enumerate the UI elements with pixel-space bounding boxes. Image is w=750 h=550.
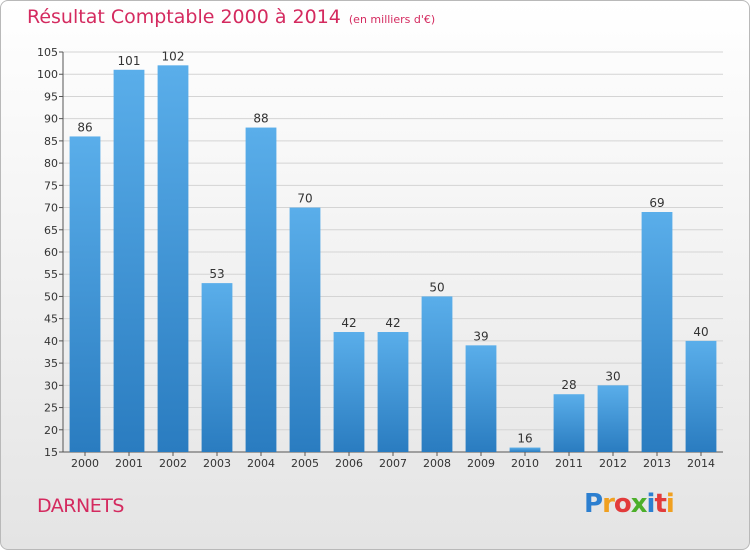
data-label: 16 (517, 432, 532, 446)
x-tick-label: 2010 (511, 457, 539, 470)
bar (597, 385, 629, 452)
y-tick-label: 60 (44, 246, 58, 259)
bar (289, 207, 321, 452)
data-label: 42 (341, 316, 356, 330)
y-tick-label: 30 (44, 379, 58, 392)
bar (641, 212, 673, 452)
data-label: 42 (385, 316, 400, 330)
bar (333, 332, 365, 452)
data-label: 70 (297, 192, 312, 206)
logo-letter: o (613, 489, 632, 519)
y-tick-label: 105 (37, 46, 58, 59)
y-tick-label: 65 (44, 224, 58, 237)
logo-letter: t (654, 489, 666, 519)
bar (553, 394, 585, 452)
x-tick-label: 2013 (643, 457, 671, 470)
data-label: 101 (118, 54, 141, 68)
logo-letter: P (584, 489, 603, 519)
x-tick-label: 2001 (115, 457, 143, 470)
data-label: 102 (162, 49, 185, 63)
bar (421, 296, 453, 452)
y-tick-label: 90 (44, 113, 58, 126)
chart-title: Résultat Comptable 2000 à 2014 (en millie… (27, 6, 435, 28)
bar (69, 136, 101, 452)
x-tick-label: 2014 (687, 457, 715, 470)
logo-letter: x (630, 489, 648, 519)
bar (465, 345, 497, 452)
y-tick-label: 45 (44, 313, 58, 326)
y-tick-label: 85 (44, 135, 58, 148)
chart-title-text: Résultat Comptable 2000 à 2014 (27, 6, 341, 28)
y-tick-label: 40 (44, 335, 58, 348)
y-tick-label: 55 (44, 268, 58, 281)
bar (685, 340, 717, 452)
bar (245, 127, 277, 453)
x-tick-label: 2002 (159, 457, 187, 470)
y-tick-label: 35 (44, 357, 58, 370)
x-tick-label: 2011 (555, 457, 583, 470)
data-label: 39 (473, 329, 488, 343)
logo-letter: i (646, 489, 656, 519)
data-label: 50 (429, 280, 444, 294)
data-label: 88 (253, 112, 268, 126)
bar (377, 332, 409, 452)
y-tick-label: 100 (37, 68, 58, 81)
bar (509, 447, 541, 452)
x-tick-label: 2000 (71, 457, 99, 470)
x-tick-label: 2007 (379, 457, 407, 470)
data-label: 30 (605, 369, 620, 383)
chart-unit-note: (en milliers d'€) (348, 13, 436, 26)
logo-letter: r (602, 489, 615, 519)
y-tick-label: 80 (44, 157, 58, 170)
x-tick-label: 2005 (291, 457, 319, 470)
x-tick-label: 2004 (247, 457, 275, 470)
data-label: 28 (561, 378, 576, 392)
y-tick-label: 70 (44, 202, 58, 215)
x-tick-label: 2008 (423, 457, 451, 470)
data-label: 53 (209, 267, 224, 281)
proxiti-logo: Proxiti (584, 489, 675, 519)
y-tick-label: 15 (44, 446, 58, 459)
x-tick-label: 2009 (467, 457, 495, 470)
bar (113, 69, 145, 453)
bar (157, 65, 189, 452)
bar (201, 283, 233, 452)
x-tick-label: 2003 (203, 457, 231, 470)
y-tick-label: 25 (44, 402, 58, 415)
place-name: DARNETS (37, 495, 124, 517)
data-label: 86 (77, 120, 92, 134)
data-label: 69 (649, 196, 664, 210)
y-tick-label: 50 (44, 290, 58, 303)
logo-letter: i (665, 489, 675, 519)
y-tick-label: 75 (44, 179, 58, 192)
y-tick-label: 95 (44, 90, 58, 103)
x-tick-label: 2006 (335, 457, 363, 470)
x-tick-label: 2012 (599, 457, 627, 470)
data-label: 40 (693, 325, 708, 339)
y-tick-label: 20 (44, 424, 58, 437)
